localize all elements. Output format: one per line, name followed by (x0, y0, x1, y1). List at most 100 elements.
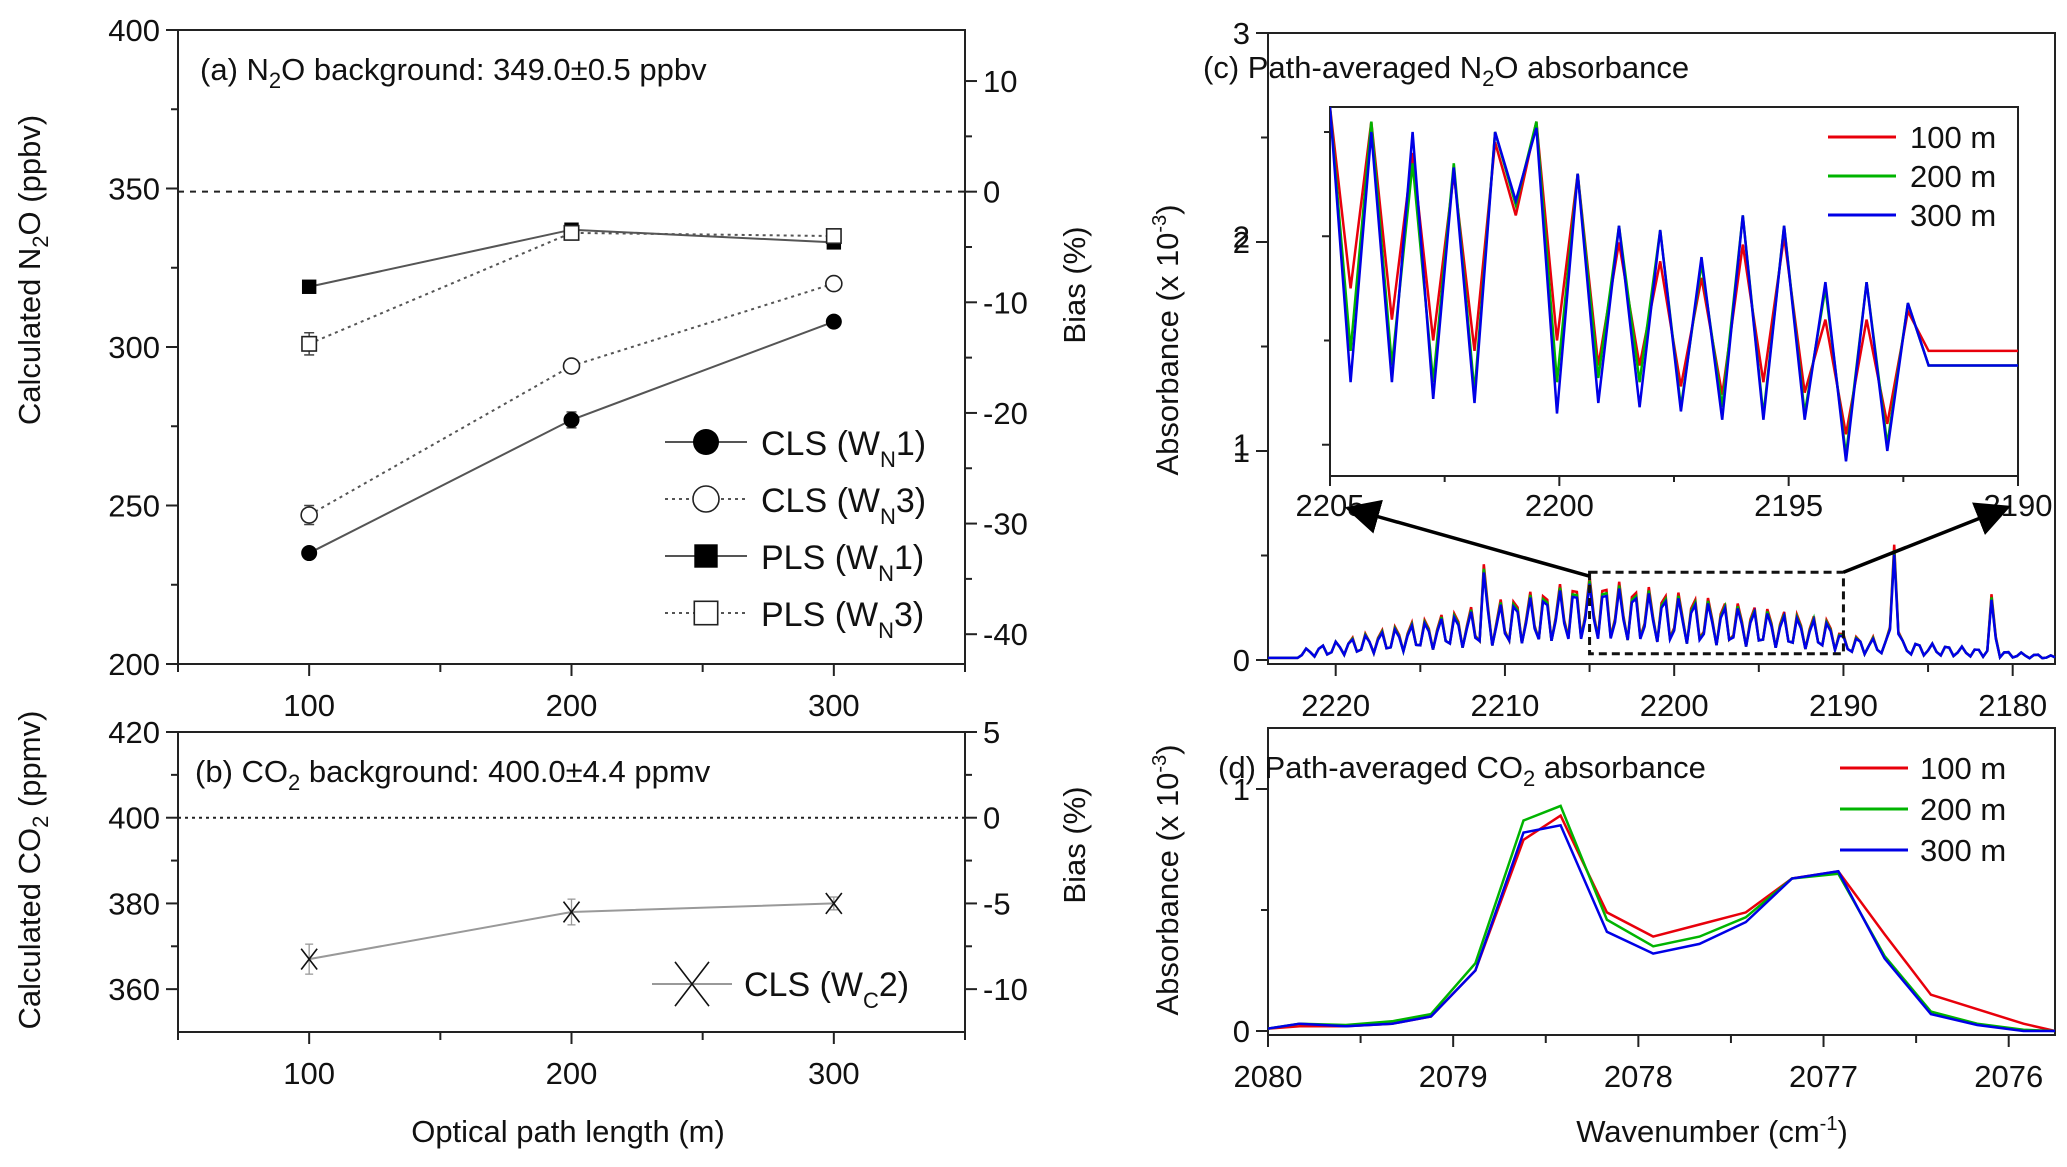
legend-label: 100 m (1910, 120, 1996, 155)
y-tick-label: 400 (108, 801, 160, 836)
legend-label: 300 m (1910, 198, 1996, 233)
panel-c-inset: 1 2 2205 2200 2195 2190 (1233, 106, 2052, 578)
marker-filled-circle (563, 411, 580, 428)
y-tick-label: 350 (108, 172, 160, 207)
y-tick-label: 1 (1233, 772, 1250, 807)
panel-d-legend: 100 m 200 m 300 m (1840, 751, 2006, 868)
arrow-right (1842, 502, 2012, 574)
marker-filled-circle (301, 545, 318, 562)
marker-open-square (825, 228, 842, 245)
panel-b-xlabel: Optical path length (m) (411, 1114, 725, 1149)
panel-a-y2label: Bias (%) (1057, 226, 1092, 343)
zoom-arrows (1344, 499, 2012, 578)
panel-b-ylabel: Calculated CO2 (ppmv) (12, 711, 53, 1030)
marker-open-circle (692, 485, 720, 513)
y-tick-label: 360 (108, 972, 160, 1007)
marker-open-circle (562, 357, 581, 375)
panel-b-y2label: Bias (%) (1057, 786, 1092, 903)
y2-tick-label: 0 (983, 175, 1000, 210)
panel-b-ticks: 360 380 400 420 5 0 -5 -10 100 200 300 (108, 715, 1028, 1091)
panel-c-ticks: 0 1 2 3 2220 2210 2200 2190 2180 (1233, 16, 2047, 723)
y2-tick-label: -40 (983, 617, 1028, 652)
legend-label: CLS (WN1) (761, 425, 926, 472)
series-line-0 (308, 320, 835, 554)
panel-d-frame (1267, 727, 2056, 1036)
panel-c-title: (c) Path-averaged N2O absorbance (1203, 50, 1689, 91)
panel-d-title: (d) Path-averaged CO2 absorbance (1218, 750, 1706, 791)
y2-tick-label: -20 (983, 396, 1028, 431)
legend-label: 200 m (1910, 159, 1996, 194)
x-tick-label: 2080 (1234, 1059, 1303, 1094)
marker-open-square (693, 600, 719, 626)
panel-b-co2-concentration: 360 380 400 420 5 0 -5 -10 100 200 300 (b) CO2 bac… (12, 711, 1092, 1149)
legend-label: PLS (WN1) (761, 539, 924, 586)
arrow-left (1344, 499, 1591, 578)
x-tick-label: 2078 (1604, 1059, 1673, 1094)
inset-x-tick-label: 2205 (1296, 488, 1365, 523)
co2-line-300m (1267, 823, 2055, 1033)
panel-c-legend: 100 m 200 m 300 m (1828, 120, 1996, 233)
y-tick-label: 2 (1233, 225, 1250, 260)
marker-open-circle (825, 274, 843, 293)
co2-line-200m (1267, 804, 2056, 1033)
marker-x (300, 948, 318, 971)
panel-a-series (300, 222, 843, 562)
panel-b-legend: CLS (WC2) (652, 961, 909, 1013)
y2-tick-label: 0 (983, 801, 1000, 836)
inset-y-tick-label: 1 (1233, 428, 1250, 463)
series-line-3 (308, 231, 834, 345)
x-tick-label: 2190 (1809, 688, 1878, 723)
x-tick-label: 2077 (1789, 1059, 1858, 1094)
panel-d-co2-absorbance: 0 1 2080 2079 2078 2077 2076 (d) Path-averaged… (1149, 727, 2056, 1149)
legend-label: PLS (WN3) (761, 596, 924, 643)
panel-d-series (1267, 804, 2056, 1033)
inset-frame (1329, 106, 2019, 477)
panel-a-title: (a) N2O background: 349.0±0.5 ppbv (200, 52, 707, 93)
legend-label: 200 m (1920, 792, 2006, 827)
y2-tick-label: -10 (983, 285, 1028, 320)
y2-tick-label: 10 (983, 64, 1017, 99)
panel-c-frame (1267, 32, 2056, 665)
x-tick-label: 2200 (1640, 688, 1709, 723)
y-tick-label: 300 (108, 330, 160, 365)
y-tick-label: 200 (108, 647, 160, 682)
marker-open-square (563, 224, 580, 241)
marker-open-circle (300, 506, 318, 524)
inset-y-tick-label: 2 (1233, 219, 1250, 254)
panel-c-n2o-absorbance: 0 1 2 3 2220 2210 2200 2190 2180 1 2 2205 2200 2195 2… (1149, 16, 2056, 723)
y2-tick-label: -30 (983, 507, 1028, 542)
marker-filled-circle (693, 429, 719, 455)
marker-filled-square (301, 279, 317, 294)
y-tick-label: 3 (1233, 16, 1250, 51)
x-tick-label: 200 (546, 1056, 598, 1091)
marker-open-square (301, 335, 318, 352)
panel-a-ylabel: Calculated N2O (ppbv) (12, 115, 53, 425)
y-tick-label: 400 (108, 13, 160, 48)
marker-x (825, 892, 843, 915)
y2-tick-label: -10 (983, 972, 1028, 1007)
y-tick-label: 380 (108, 886, 160, 921)
panel-a-legend: CLS (WN1) CLS (WN3) PLS (WN1) PLS (WN3) (665, 425, 926, 643)
inset-series (1330, 107, 2018, 462)
y2-tick-label: -5 (983, 886, 1011, 921)
panel-b-series (300, 892, 843, 975)
x-tick-label: 2079 (1419, 1059, 1488, 1094)
y-tick-label: 0 (1233, 1014, 1250, 1049)
inset-x-tick-label: 2195 (1754, 488, 1823, 523)
x-tick-label: 300 (808, 1056, 860, 1091)
panel-d-ticks: 0 1 2080 2079 2078 2077 2076 (1233, 772, 2043, 1094)
y2-tick-label: 5 (983, 715, 1000, 750)
x-tick-label: 100 (283, 1056, 335, 1091)
legend-label: CLS (WC2) (744, 966, 909, 1013)
marker-filled-circle (825, 313, 842, 330)
zoom-box (1588, 570, 1845, 656)
x-tick-label: 300 (808, 688, 860, 723)
x-tick-label: 200 (546, 688, 598, 723)
spectrum-line-300m (1268, 554, 2056, 661)
y-tick-label: 250 (108, 489, 160, 524)
marker-x (562, 901, 581, 923)
panel-b-title: (b) CO2 background: 400.0±4.4 ppmv (195, 754, 711, 795)
marker-filled-square (694, 544, 718, 568)
